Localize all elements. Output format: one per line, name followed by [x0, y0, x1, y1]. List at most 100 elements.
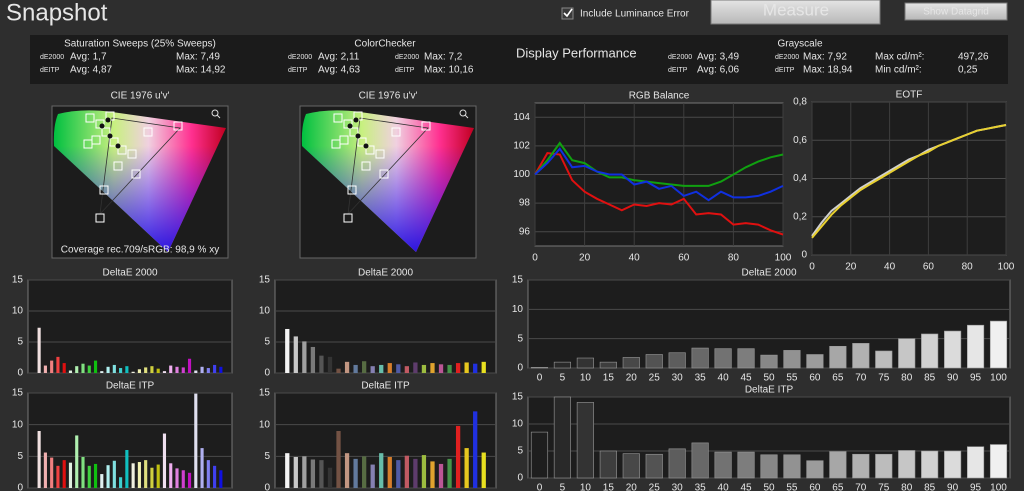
bar	[75, 366, 79, 373]
bar	[169, 365, 173, 373]
bar	[56, 356, 60, 373]
measure-button[interactable]	[710, 0, 881, 25]
bar	[100, 474, 104, 488]
bar	[421, 455, 427, 488]
y-tick-label: 5	[517, 333, 523, 344]
datagrid-button-label[interactable]: Show Datagrid	[923, 7, 989, 18]
bar	[404, 455, 409, 488]
target-marker	[143, 127, 153, 137]
bar	[106, 366, 110, 373]
bar	[194, 393, 198, 488]
plot-area	[27, 279, 233, 374]
bar	[530, 367, 549, 369]
bar	[989, 444, 1008, 479]
target-marker	[347, 185, 357, 195]
measured-marker	[355, 133, 361, 139]
y-tick-label: 102	[513, 141, 530, 152]
measure-button-label[interactable]: Measure	[763, 0, 829, 19]
chart-title: DeltaE 2000	[741, 268, 796, 279]
bar	[81, 456, 85, 488]
x-tick-label: 60	[809, 373, 821, 384]
metric-value: Max: 7,92	[803, 52, 847, 63]
target-marker	[343, 119, 353, 129]
y-tick-label: 0,2	[793, 211, 807, 222]
metric-value: Avg: 1,7	[70, 52, 107, 63]
bar	[213, 465, 217, 488]
section-title: Saturation Sweeps (25% Sweeps)	[64, 39, 216, 50]
x-tick-label: 75	[878, 483, 890, 491]
x-tick-label: 35	[695, 483, 707, 491]
x-tick-label: 80	[901, 373, 913, 384]
metric-name: dEITP	[668, 67, 688, 74]
bar	[473, 363, 478, 373]
bar	[150, 467, 154, 488]
x-tick-label: 50	[763, 373, 775, 384]
target-marker	[421, 121, 431, 131]
metric-value: Min cd/m²:	[875, 65, 922, 76]
cie-diagram	[299, 105, 477, 259]
bar	[455, 363, 461, 373]
bar	[336, 368, 341, 373]
bar	[344, 361, 350, 373]
checkmark	[563, 8, 573, 18]
luminance-checkbox[interactable]: Include Luminance Error	[561, 7, 690, 20]
bar	[387, 363, 392, 373]
y-tick-label: 96	[519, 226, 531, 237]
x-tick-label: 65	[832, 483, 844, 491]
bar	[447, 364, 452, 373]
x-tick-label: 0	[809, 262, 815, 273]
target-marker	[349, 127, 359, 137]
y-tick-label: 0,4	[793, 173, 807, 184]
series-line	[534, 152, 784, 236]
x-tick-label: 65	[832, 373, 844, 384]
y-tick-label: 0,6	[793, 135, 807, 146]
bar	[125, 450, 129, 488]
bar	[353, 364, 358, 373]
bar	[327, 467, 333, 488]
checkbox[interactable]	[561, 7, 574, 20]
zoom-icon	[211, 109, 219, 117]
y-tick-label: 0	[17, 368, 23, 379]
y-tick-label: 15	[512, 392, 524, 403]
x-tick-label: 5	[560, 373, 566, 384]
x-tick-label: 60	[923, 262, 935, 273]
x-tick-label: 100	[990, 483, 1007, 491]
y-tick-label: 0	[264, 483, 270, 491]
x-tick-label: 55	[786, 373, 798, 384]
metric-value: Max: 7,2	[424, 52, 463, 63]
metric-value: Max cd/m²:	[875, 52, 924, 63]
bar	[181, 470, 185, 488]
bar	[285, 328, 290, 373]
y-tick-label: 15	[12, 388, 24, 399]
bar	[599, 450, 617, 479]
x-tick-label: 95	[970, 483, 982, 491]
metric-name: dE2000	[668, 54, 692, 61]
bar	[967, 324, 985, 369]
x-tick-label: 70	[855, 373, 867, 384]
x-tick-label: 20	[845, 262, 857, 273]
bar	[93, 360, 98, 373]
bar	[481, 452, 486, 488]
x-tick-label: 55	[786, 483, 798, 491]
measured-marker	[347, 123, 353, 129]
metric-name: dEITP	[775, 67, 795, 74]
bar	[875, 350, 893, 369]
bar	[87, 465, 91, 488]
bar	[530, 431, 549, 479]
bar	[200, 366, 204, 373]
checkbox-label[interactable]: Include Luminance Error	[580, 9, 690, 20]
y-tick-label: 0	[264, 368, 270, 379]
chart-title: EOTF	[896, 90, 923, 101]
x-tick-label: 100	[990, 373, 1007, 384]
bar	[989, 320, 1008, 369]
y-tick-label: 5	[517, 446, 523, 457]
bar	[206, 368, 210, 373]
bar	[806, 354, 824, 369]
target-marker	[343, 213, 353, 223]
x-tick-label: 90	[947, 373, 959, 384]
bar	[438, 364, 444, 373]
bar	[473, 411, 478, 488]
cie-title: CIE 1976 u'v'	[359, 91, 418, 102]
bar	[430, 461, 435, 488]
datagrid-button[interactable]	[904, 2, 1008, 21]
